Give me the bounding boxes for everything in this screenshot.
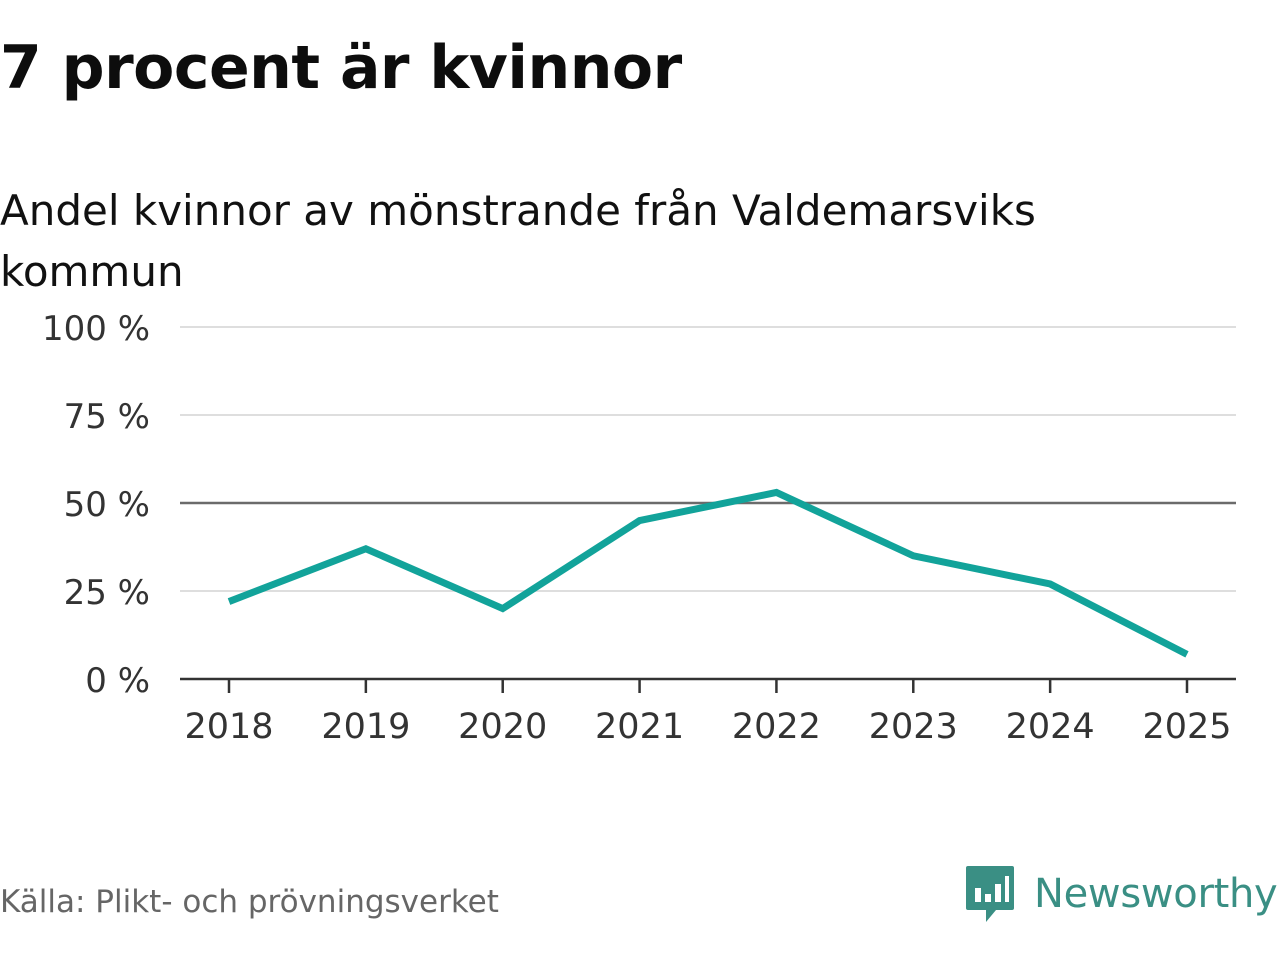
x-tick-label: 2019 [321, 707, 410, 747]
x-tick-label: 2025 [1142, 707, 1231, 747]
brand-logo: Newsworthy [964, 864, 1278, 924]
y-tick-label: 0 % [85, 661, 150, 701]
y-tick-label: 50 % [64, 485, 150, 525]
x-tick-label: 2018 [184, 707, 273, 747]
x-tick-label: 2020 [458, 707, 547, 747]
line-chart: 0 % 25 % 50 % 75 % 100 % 2018 2019 2020 2021 2022… [42, 309, 1236, 747]
x-tick-label: 2021 [595, 707, 684, 747]
x-tick-label: 2023 [869, 707, 958, 747]
source-note: Källa: Plikt- och prövningsverket [0, 884, 499, 920]
series-line [227, 488, 1189, 658]
brand-name: Newsworthy [1034, 871, 1278, 917]
chart-title: 7 procent är kvinnor [0, 33, 682, 103]
y-tick-label: 25 % [64, 573, 150, 613]
x-tick-label: 2022 [732, 707, 821, 747]
chart-subtitle: Andel kvinnor av mönstrande från Valdema… [0, 186, 1036, 296]
y-tick-label: 75 % [64, 397, 150, 437]
x-tick-label: 2024 [1006, 707, 1095, 747]
y-tick-label: 100 % [42, 309, 150, 349]
bar-chart-speech-bubble-icon [966, 866, 1014, 922]
